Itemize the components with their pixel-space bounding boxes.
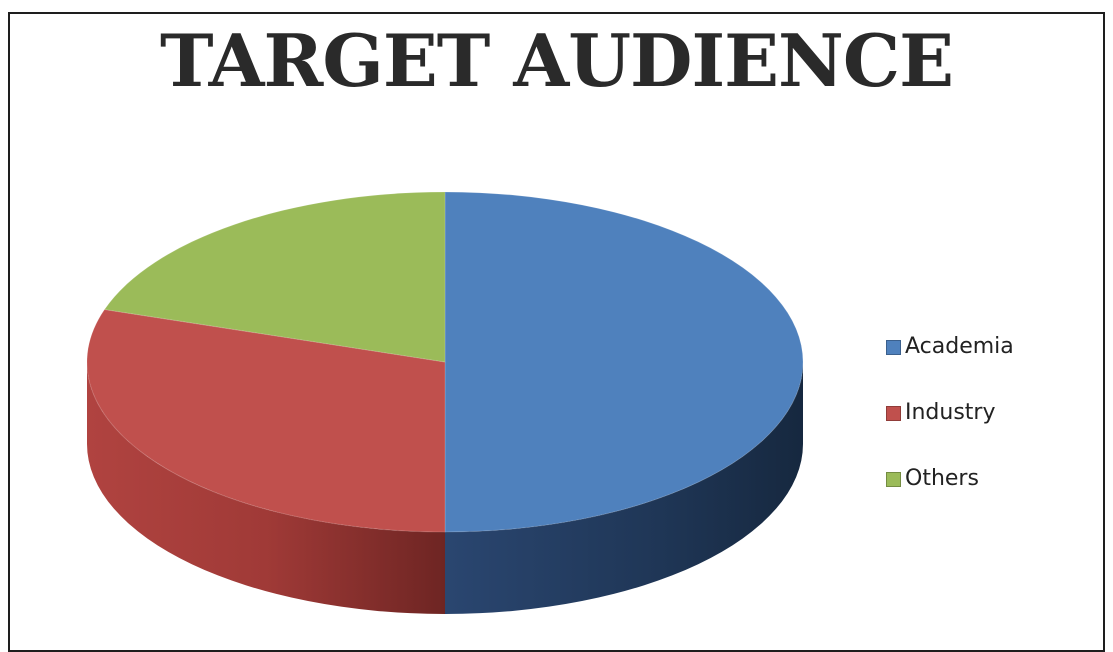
pie-slice-industry <box>86 308 446 533</box>
legend-label-academia: Academia <box>905 334 1014 359</box>
chart-legend: Academia Industry Others <box>886 330 1014 528</box>
legend-label-industry: Industry <box>905 400 996 425</box>
pie-slice-others <box>103 191 446 363</box>
legend-item-academia: Academia <box>886 330 1014 364</box>
chart-title: TARGET AUDIENCE <box>160 18 954 103</box>
legend-label-others: Others <box>905 466 979 491</box>
legend-item-others: Others <box>886 462 1014 496</box>
pie-side-academia <box>445 362 803 614</box>
legend-swatch-others <box>886 471 901 487</box>
legend-swatch-academia <box>886 339 901 355</box>
legend-swatch-industry <box>886 405 901 421</box>
legend-item-industry: Industry <box>886 396 1014 430</box>
pie-slice-academia <box>444 191 804 533</box>
pie-chart <box>86 191 804 614</box>
pie-side-industry <box>87 362 445 614</box>
